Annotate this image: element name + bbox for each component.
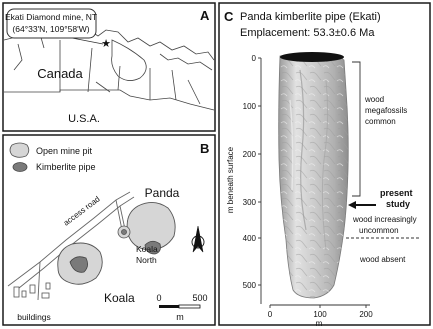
koala-north-label-line1: Koala (136, 244, 158, 254)
wood-common-line1: wood (364, 95, 384, 104)
koala-pit (58, 243, 102, 284)
y-tick-500: 500 (243, 281, 257, 290)
koala-north-pit (118, 226, 130, 238)
x-tick-200: 200 (359, 310, 373, 319)
y-tick-200: 200 (243, 150, 257, 159)
scale-bar-light (179, 305, 200, 308)
panel-a-title-line1: Ekati Diamond mine, NT (5, 12, 97, 22)
legend-kimberlite-label: Kimberlite pipe (36, 162, 96, 172)
wood-common-line3: common (365, 117, 396, 126)
y-tick-100: 100 (243, 102, 257, 111)
pipe-top-surface (280, 52, 344, 62)
koala-north-label-line2: North (136, 255, 157, 265)
x-tick-0: 0 (268, 310, 273, 319)
panda-label: Panda (145, 186, 180, 200)
panel-a-letter: A (200, 8, 210, 23)
wood-increasingly-label: wood increasingly (352, 215, 417, 224)
panel-b: B Open mine pit Kimberlite pipe access r… (3, 135, 215, 325)
panel-b-letter: B (200, 141, 209, 156)
scale-unit-label: m (176, 312, 184, 322)
usa-label: U.S.A. (68, 113, 100, 125)
panel-c: C Panda kimberlite pipe (Ekati) Emplacem… (219, 3, 430, 328)
wood-absent-label: wood absent (359, 255, 406, 264)
north-letter: N (195, 241, 200, 248)
panel-c-title-line1: Panda kimberlite pipe (Ekati) (240, 11, 381, 23)
panel-c-letter: C (224, 9, 234, 24)
y-tick-300: 300 (243, 198, 257, 207)
panel-c-title-line2: Emplacement: 53.3±0.6 Ma (240, 27, 375, 39)
panel-a: ★ Ekati Diamond mine, NT (64°33'N, 109°5… (3, 3, 215, 131)
legend-pit-label: Open mine pit (36, 146, 93, 156)
legend-kimberlite-swatch (13, 163, 27, 172)
canada-label: Canada (37, 66, 83, 81)
wood-common-line2: megafossils (365, 106, 407, 115)
wood-uncommon-label: uncommon (359, 226, 399, 235)
kimberlite-pipe-model (279, 52, 349, 298)
scale-zero-label: 0 (156, 293, 161, 303)
scale-bar-dark (159, 305, 179, 308)
legend-pit-swatch (10, 143, 29, 157)
scale-max-label: 500 (192, 293, 207, 303)
y-axis-label: m beneath surface (226, 146, 235, 213)
present-study-line1: present (380, 188, 413, 198)
y-tick-0: 0 (252, 54, 257, 63)
present-study-line2: study (386, 199, 410, 209)
buildings-label: buildings (17, 312, 51, 322)
x-axis-label: m (316, 319, 323, 328)
x-tick-100: 100 (313, 310, 327, 319)
panel-a-title-line2: (64°33'N, 109°58'W) (12, 24, 89, 34)
y-tick-400: 400 (243, 234, 257, 243)
koala-label: Koala (104, 291, 135, 305)
